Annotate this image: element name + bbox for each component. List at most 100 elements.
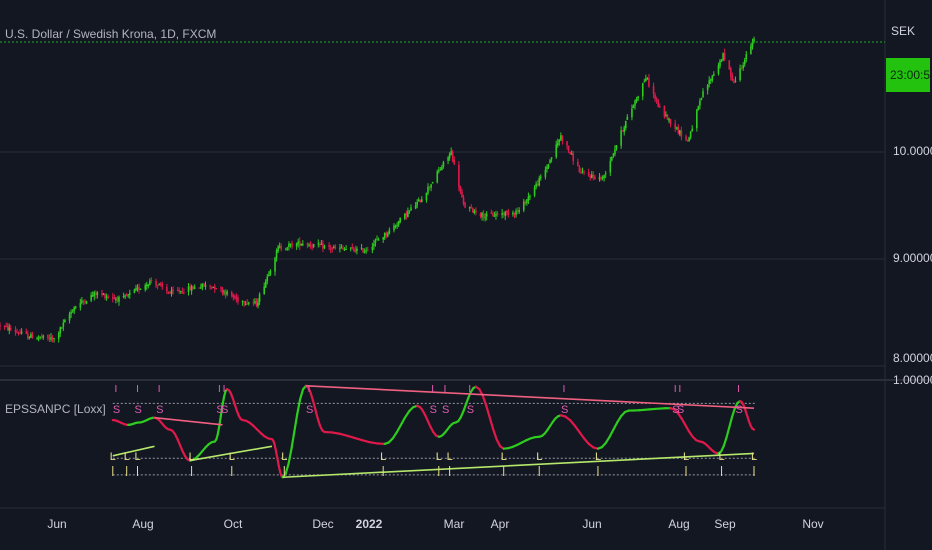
candle[interactable] [587, 168, 590, 177]
candle[interactable] [623, 125, 626, 136]
candle[interactable] [235, 293, 238, 303]
candle[interactable] [159, 282, 162, 287]
candle[interactable] [101, 289, 103, 297]
candle[interactable] [353, 247, 355, 253]
candle[interactable] [308, 242, 310, 248]
candle[interactable] [504, 210, 507, 221]
candle[interactable] [19, 329, 21, 335]
candle[interactable] [79, 298, 82, 311]
candle[interactable] [655, 96, 658, 104]
candle[interactable] [502, 211, 505, 218]
candle[interactable] [128, 289, 131, 299]
candle[interactable] [116, 295, 119, 303]
candle[interactable] [297, 238, 300, 248]
candle[interactable] [166, 283, 168, 295]
candle[interactable] [685, 134, 687, 142]
candle[interactable] [274, 256, 276, 276]
candle[interactable] [0, 322, 1, 331]
candle[interactable] [699, 98, 701, 110]
candle[interactable] [192, 285, 194, 290]
candle[interactable] [643, 78, 646, 83]
candle[interactable] [93, 290, 96, 301]
candle[interactable] [652, 82, 655, 99]
candle[interactable] [485, 210, 488, 221]
candle[interactable] [657, 98, 660, 108]
candle[interactable] [416, 199, 418, 209]
candle[interactable] [285, 247, 287, 251]
candle[interactable] [295, 242, 298, 250]
time-axis[interactable]: Jun Aug Oct Dec 2022 Mar Apr Jun Aug Sep Nov [47, 517, 823, 531]
candle[interactable] [708, 76, 710, 88]
candle[interactable] [626, 114, 629, 121]
candle[interactable] [702, 88, 704, 98]
candle[interactable] [343, 247, 346, 252]
candle[interactable] [291, 240, 293, 249]
candle[interactable] [118, 295, 120, 306]
candle[interactable] [59, 326, 62, 338]
candle[interactable] [580, 168, 582, 174]
candle[interactable] [158, 283, 160, 286]
candle[interactable] [631, 104, 633, 121]
candle[interactable] [138, 283, 140, 294]
candle[interactable] [178, 287, 181, 294]
candle[interactable] [464, 201, 466, 209]
candle[interactable] [64, 318, 66, 323]
candle[interactable] [686, 139, 689, 142]
candle[interactable] [594, 174, 596, 180]
candle[interactable] [468, 206, 471, 212]
candle[interactable] [298, 237, 301, 251]
candle[interactable] [345, 245, 347, 251]
candle[interactable] [396, 222, 398, 230]
candle[interactable] [526, 199, 528, 206]
candle[interactable] [264, 279, 267, 289]
candle[interactable] [74, 305, 77, 310]
candle[interactable] [85, 300, 88, 305]
candle[interactable] [39, 336, 41, 340]
candle[interactable] [277, 244, 279, 254]
candle[interactable] [5, 322, 7, 328]
candle[interactable] [620, 126, 622, 149]
candle[interactable] [677, 124, 680, 135]
candle[interactable] [102, 292, 105, 296]
candle[interactable] [745, 51, 748, 63]
candle[interactable] [349, 247, 352, 252]
candle[interactable] [556, 138, 559, 148]
candle[interactable] [17, 331, 20, 336]
candle[interactable] [439, 167, 442, 171]
candle[interactable] [751, 38, 754, 50]
candle[interactable] [470, 204, 473, 209]
candle[interactable] [536, 179, 539, 187]
candle[interactable] [254, 298, 256, 305]
candle[interactable] [382, 236, 384, 243]
candle[interactable] [550, 157, 553, 163]
candle[interactable] [561, 135, 564, 145]
candle[interactable] [113, 294, 116, 300]
candle[interactable] [57, 331, 60, 343]
candle[interactable] [317, 239, 320, 248]
candle[interactable] [232, 293, 235, 301]
candle[interactable] [666, 114, 669, 121]
candle[interactable] [637, 95, 639, 102]
candle[interactable] [615, 145, 618, 151]
candle[interactable] [144, 283, 147, 292]
candle[interactable] [665, 111, 667, 118]
candle[interactable] [246, 299, 249, 305]
candle[interactable] [697, 105, 700, 111]
candle[interactable] [501, 208, 503, 219]
candle[interactable] [16, 328, 18, 334]
candle[interactable] [482, 209, 485, 221]
candle[interactable] [438, 166, 440, 174]
candle[interactable] [356, 246, 358, 255]
candle[interactable] [190, 284, 193, 295]
candle[interactable] [417, 197, 420, 202]
candle[interactable] [609, 156, 612, 176]
candle[interactable] [598, 173, 601, 182]
candle[interactable] [674, 119, 677, 132]
candle[interactable] [3, 325, 6, 330]
candle[interactable] [524, 200, 527, 206]
candle[interactable] [527, 192, 530, 204]
candle[interactable] [600, 175, 602, 182]
candle[interactable] [220, 286, 222, 293]
candle[interactable] [145, 281, 148, 291]
candle[interactable] [300, 243, 303, 246]
